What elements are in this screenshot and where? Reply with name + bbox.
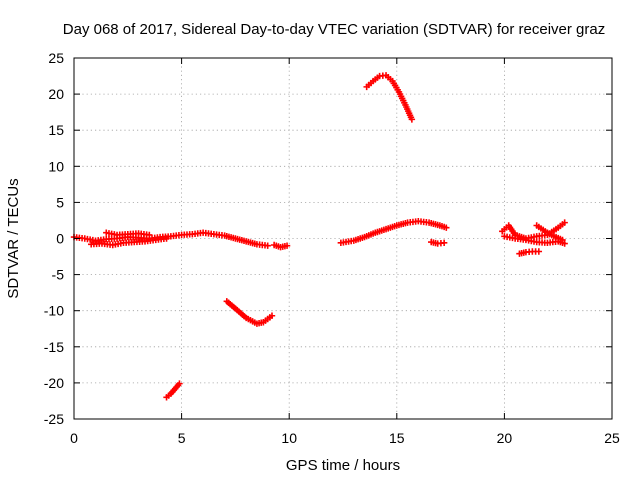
data-point xyxy=(535,248,543,255)
series-arc-2 xyxy=(88,235,170,249)
data-point xyxy=(561,240,568,247)
data-point xyxy=(163,235,170,242)
data-point xyxy=(440,239,448,247)
y-tick-label: 10 xyxy=(48,158,64,174)
series-arc-8 xyxy=(428,238,448,247)
x-tick-label: 0 xyxy=(70,430,78,446)
x-tick-labels: 0 5 10 15 20 25 xyxy=(70,430,620,446)
chart-title: Day 068 of 2017, Sidereal Day-to-day VTE… xyxy=(63,21,605,38)
x-tick-label: 20 xyxy=(497,430,513,446)
y-tick-label: 15 xyxy=(48,122,64,138)
x-axis-label: GPS time / hours xyxy=(286,457,400,474)
data-point xyxy=(264,242,271,249)
grid-lines xyxy=(74,58,612,419)
series-arc-5 xyxy=(163,380,183,401)
y-tick-label: 0 xyxy=(56,231,64,247)
series-arc-13 xyxy=(533,222,566,244)
y-tick-label: 5 xyxy=(56,194,64,210)
data-point xyxy=(283,242,291,249)
data-point xyxy=(559,236,566,244)
series-arc-3 xyxy=(103,229,153,239)
data-point xyxy=(146,231,153,239)
x-tick-label: 15 xyxy=(389,430,405,446)
axis-ticks xyxy=(73,57,613,420)
data-point xyxy=(408,116,416,123)
x-tick-label: 5 xyxy=(178,430,186,446)
data-points xyxy=(70,72,568,401)
y-tick-labels: -25 -20 -15 -10 -5 0 5 10 15 20 25 xyxy=(44,50,64,427)
data-point xyxy=(268,312,276,319)
y-tick-label: 25 xyxy=(48,50,64,66)
data-point xyxy=(176,380,183,387)
x-tick-label: 10 xyxy=(281,430,297,446)
y-axis-label: SDTVAR / TECUs xyxy=(5,178,22,298)
series-arc-9 xyxy=(363,72,416,123)
data-point xyxy=(561,219,568,226)
series-arc-11 xyxy=(501,233,568,247)
series-arc-1 xyxy=(70,229,271,249)
y-tick-label: 20 xyxy=(48,86,64,102)
y-tick-label: -15 xyxy=(44,339,64,355)
x-tick-label: 25 xyxy=(604,430,620,446)
y-tick-label: -10 xyxy=(44,303,64,319)
series-arc-4 xyxy=(270,241,291,251)
series-arc-12 xyxy=(516,248,543,257)
series-arc-7 xyxy=(337,217,450,247)
y-tick-label: -5 xyxy=(52,267,65,283)
y-tick-label: -25 xyxy=(44,411,64,427)
data-point xyxy=(443,224,450,231)
y-tick-label: -20 xyxy=(44,375,64,391)
series-arc-6 xyxy=(223,298,276,327)
